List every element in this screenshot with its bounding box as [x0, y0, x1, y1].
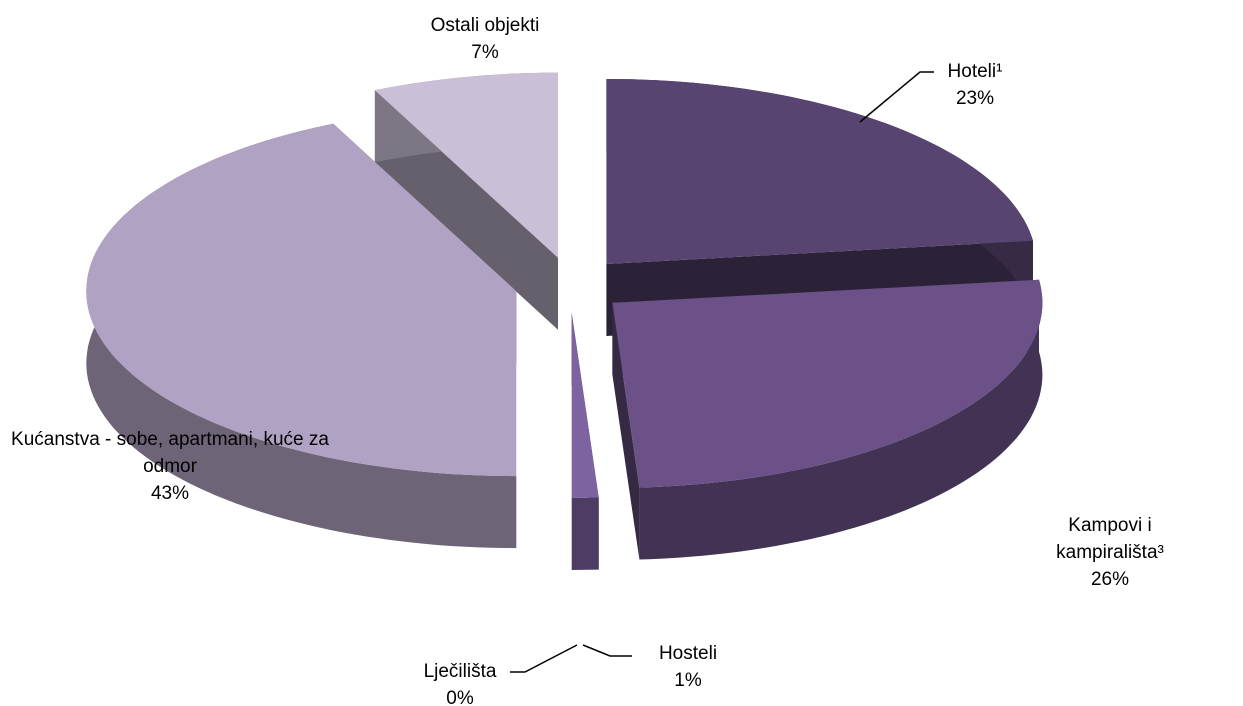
slice-label: Kućanstva - sobe, apartmani, kuće za odm… — [10, 426, 330, 507]
slice-wall — [571, 497, 599, 570]
category-label: Ostali objekti — [430, 15, 540, 36]
category-label: Kampovi i kampirališta³ — [1056, 515, 1164, 563]
value-label: 0% — [446, 688, 474, 706]
slice-label: Hoteli¹ 23% — [948, 58, 1003, 112]
leader-line — [859, 71, 934, 123]
slice-label: Kampovi i kampirališta³ 26% — [1044, 512, 1177, 593]
slice — [374, 72, 558, 258]
category-label: Kućanstva - sobe, apartmani, kuće za odm… — [11, 429, 329, 477]
category-label: Hosteli — [658, 643, 718, 664]
value-label: 1% — [674, 670, 702, 691]
slice-wall — [639, 279, 1043, 560]
slice-side — [612, 302, 640, 560]
leader-lines — [510, 71, 934, 673]
value-label: 43% — [150, 483, 190, 504]
slices — [86, 72, 1043, 570]
leader-line — [582, 644, 632, 657]
slice — [612, 279, 1043, 488]
category-label: Lječilišta — [423, 661, 497, 682]
slice-label: Hosteli 1% — [659, 640, 717, 694]
slice — [86, 123, 517, 477]
slice-label: Lječilišta 0% — [424, 658, 497, 706]
slice-label: Ostali objekti 7% — [431, 12, 540, 66]
value-label: 23% — [955, 88, 995, 109]
leader-line — [510, 644, 578, 673]
slice — [571, 313, 599, 498]
category-label: Hoteli¹ — [947, 61, 1003, 82]
value-label: 26% — [1090, 569, 1130, 590]
value-label: 7% — [471, 42, 499, 63]
slice — [606, 79, 1033, 264]
